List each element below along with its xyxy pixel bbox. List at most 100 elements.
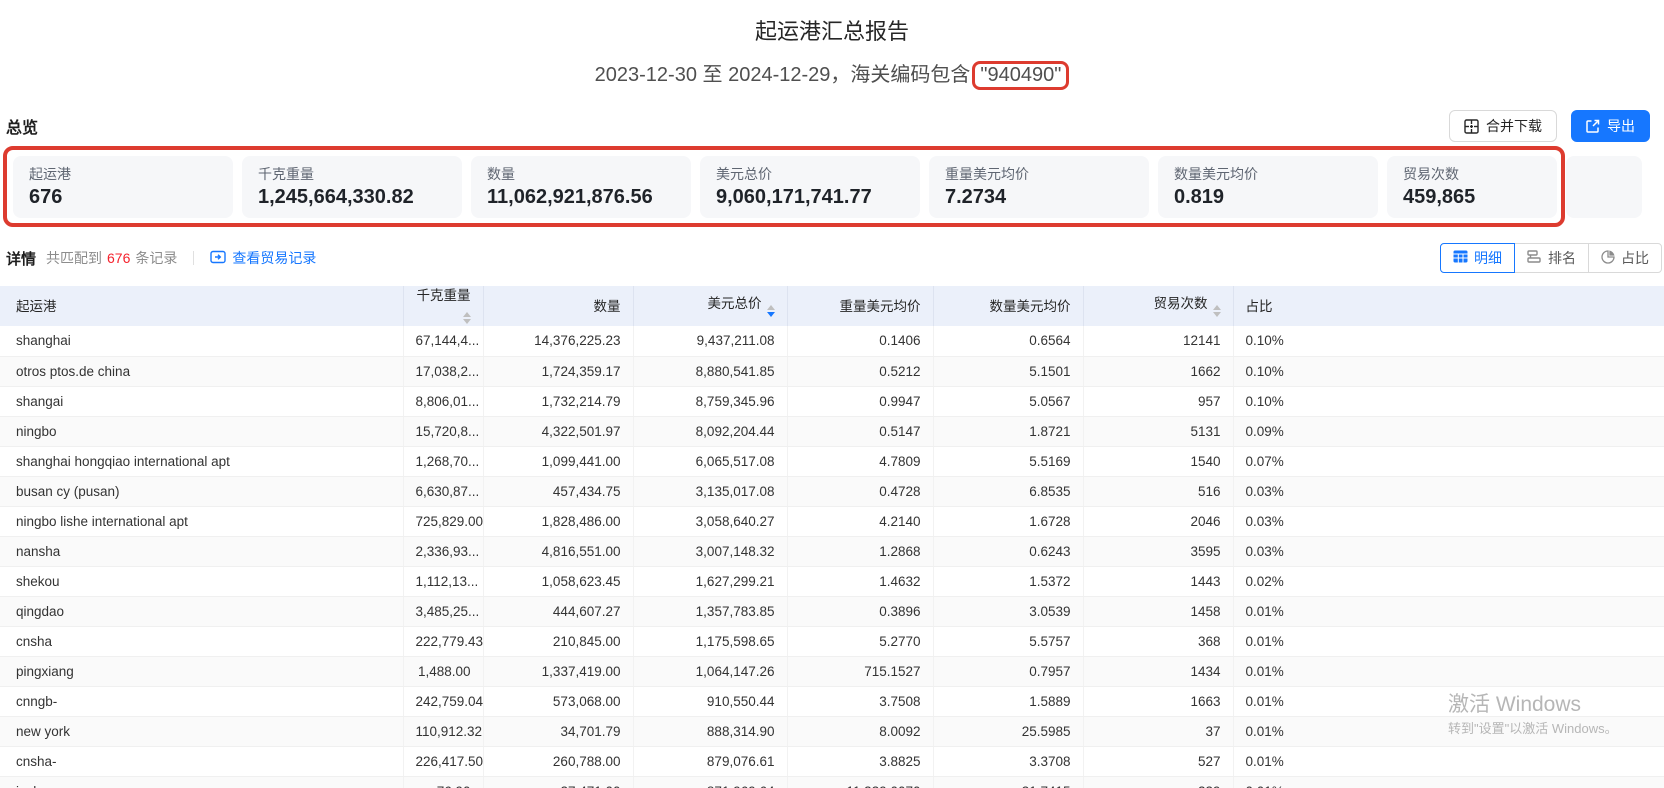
- stat-card: 贸易次数 459,865: [1387, 156, 1557, 218]
- cell-kg_weight: 2,336,93...: [403, 536, 484, 567]
- cell-usd_per_kg: 0.5147: [787, 416, 934, 447]
- stat-card-label: 千克重量: [258, 166, 314, 182]
- cell-usd_total: 8,880,541.85: [633, 356, 788, 387]
- cell-port: shanghai: [0, 326, 404, 357]
- cell-port: incheon: [0, 776, 404, 788]
- grid-merge-icon: [1464, 118, 1479, 134]
- stat-card-label: 数量: [487, 166, 515, 182]
- column-label: 数量: [593, 298, 621, 314]
- table-row: otros ptos.de china 17,038,2... 1,724,359.…: [0, 356, 1664, 387]
- tab-share[interactable]: 占比: [1588, 243, 1662, 273]
- cell-kg_weight: 110,912.32: [403, 716, 484, 747]
- table-row: incheon76.9027,471.00871,969.6411,339.00…: [0, 776, 1664, 788]
- column-header-kg_weight[interactable]: 千克重量: [403, 286, 484, 326]
- cell-usd_total: 879,076.61: [633, 746, 788, 777]
- cell-quantity: 457,434.75: [483, 476, 634, 507]
- stat-card-label: 起运港: [29, 166, 71, 182]
- stat-card-value: 1,245,664,330.82: [258, 186, 414, 208]
- cell-share: 0.01%: [1233, 746, 1664, 777]
- tab-ranking[interactable]: 排名: [1514, 243, 1589, 273]
- cell-quantity: 444,607.27: [483, 596, 634, 627]
- cell-share: 0.10%: [1233, 386, 1664, 417]
- column-label: 占比: [1245, 298, 1273, 314]
- cell-usd_per_qty: 5.5169: [933, 446, 1084, 477]
- overview-section-label: 总览: [6, 120, 39, 137]
- cell-usd_per_qty: 5.0567: [933, 386, 1084, 417]
- cell-quantity: 34,701.79: [483, 716, 634, 747]
- tab-detail[interactable]: 明细: [1440, 243, 1515, 273]
- cell-kg_weight: 76.90: [403, 776, 484, 788]
- overview-cards-section: 起运港 676 千克重量 1,245,664,330.82 数量 11,062,921,8…: [0, 146, 1664, 227]
- cell-port: ningbo lishe international apt: [0, 506, 404, 537]
- cell-usd_per_qty: 0.7957: [933, 656, 1084, 687]
- stat-card-value: 11,062,921,876.56: [487, 186, 653, 208]
- stat-card: 数量 11,062,921,876.56: [471, 156, 691, 218]
- cell-port: shangai: [0, 386, 404, 417]
- column-header-port: 起运港: [0, 286, 404, 326]
- sort-carets-icon[interactable]: [462, 312, 471, 324]
- cell-trade_count: 1663: [1083, 686, 1234, 717]
- table-row: nansha 2,336,93... 4,816,551.00 3,007,148.3…: [0, 536, 1664, 567]
- view-trade-records-label: 查看贸易记录: [232, 250, 317, 266]
- stat-card-value: 9,060,171,741.77: [716, 186, 872, 208]
- cell-trade_count: 1434: [1083, 656, 1234, 687]
- column-label: 贸易次数: [1153, 295, 1208, 311]
- cell-usd_per_qty: 0.6243: [933, 536, 1084, 567]
- sort-carets-icon[interactable]: [1212, 304, 1221, 317]
- cell-usd_per_qty: 3.3708: [933, 746, 1084, 777]
- export-button[interactable]: 导出: [1571, 110, 1650, 142]
- column-label: 千克重量: [416, 288, 471, 303]
- column-header-quantity: 数量: [483, 286, 634, 326]
- cell-share: 0.02%: [1233, 566, 1664, 597]
- subtitle-text: 2023-12-30 至 2024-12-29，海关编码包含: [594, 64, 971, 86]
- cell-trade_count: 239: [1083, 776, 1234, 788]
- cell-usd_total: 1,175,598.65: [633, 626, 788, 657]
- cell-quantity: 210,845.00: [483, 626, 634, 657]
- cell-trade_count: 368: [1083, 626, 1234, 657]
- table-row: shekou 1,112,13... 1,058,623.45 1,627,299.2…: [0, 566, 1664, 597]
- cell-share: 0.09%: [1233, 416, 1664, 447]
- cell-usd_per_kg: 4.2140: [787, 506, 934, 537]
- column-label: 重量美元均价: [839, 298, 921, 314]
- cell-usd_per_qty: 1.5889: [933, 686, 1084, 717]
- column-header-trade_count[interactable]: 贸易次数: [1083, 286, 1234, 326]
- cell-share: 0.07%: [1233, 446, 1664, 477]
- cell-share: 0.03%: [1233, 506, 1664, 537]
- merge-download-button[interactable]: 合并下载: [1449, 110, 1557, 142]
- cell-kg_weight: 1,488.00: [403, 656, 484, 687]
- stat-card-label: 美元总价: [716, 166, 772, 182]
- table-row: new york 110,912.32 34,701.79 888,314.90 8.0…: [0, 716, 1664, 747]
- cell-usd_per_kg: 8.0092: [787, 716, 934, 747]
- cell-usd_per_kg: 11,339.0070: [787, 776, 934, 788]
- cell-usd_per_kg: 3.8825: [787, 746, 934, 777]
- stat-card-value: 0.819: [1174, 186, 1225, 208]
- cell-kg_weight: 222,779.43: [403, 626, 484, 657]
- cell-port: new york: [0, 716, 404, 747]
- column-header-share: 占比: [1233, 286, 1664, 326]
- cell-quantity: 27,471.00: [483, 776, 634, 788]
- table-row: ningbo 15,720,8... 4,322,501.97 8,092,204.4…: [0, 416, 1664, 447]
- sort-carets-icon[interactable]: [766, 304, 775, 317]
- cell-kg_weight: 17,038,2...: [403, 356, 484, 387]
- cell-trade_count: 527: [1083, 746, 1234, 777]
- cell-quantity: 4,322,501.97: [483, 416, 634, 447]
- table-row: cnsha- 226,417.50 260,788.00 879,076.61 3.88…: [0, 746, 1664, 777]
- cell-usd_total: 1,627,299.21: [633, 566, 788, 597]
- cell-usd_per_qty: 25.5985: [933, 716, 1084, 747]
- cell-usd_per_kg: 0.5212: [787, 356, 934, 387]
- cell-share: 0.03%: [1233, 536, 1664, 567]
- cell-port: nansha: [0, 536, 404, 567]
- page-subtitle: 2023-12-30 至 2024-12-29，海关编码包含 "940490": [0, 58, 1664, 90]
- view-trade-records-link[interactable]: 查看贸易记录: [210, 248, 316, 268]
- cell-kg_weight: 1,268,70...: [403, 446, 484, 477]
- cell-share: 0.01%: [1233, 716, 1664, 747]
- cell-usd_per_kg: 1.2868: [787, 536, 934, 567]
- cell-usd_per_kg: 3.7508: [787, 686, 934, 717]
- cell-usd_per_qty: 1.5372: [933, 566, 1084, 597]
- table-row: busan cy (pusan) 6,630,87... 457,434.75 3,1…: [0, 476, 1664, 507]
- column-header-usd_total[interactable]: 美元总价: [633, 286, 788, 326]
- cell-kg_weight: 226,417.50: [403, 746, 484, 777]
- cell-usd_total: 1,357,783.85: [633, 596, 788, 627]
- pie-icon: [1601, 249, 1615, 267]
- table-icon: [1453, 250, 1468, 266]
